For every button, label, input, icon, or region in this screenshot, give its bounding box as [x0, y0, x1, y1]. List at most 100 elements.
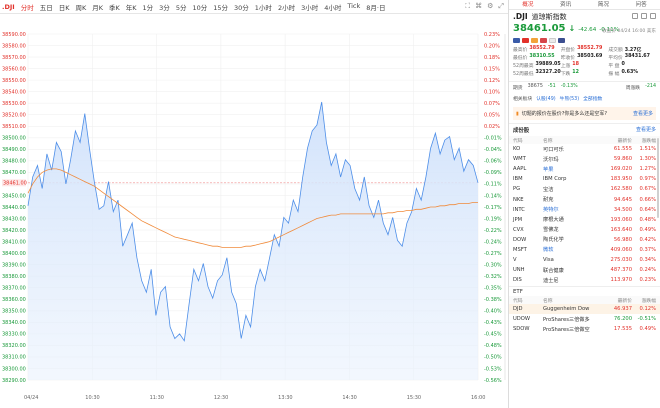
- y-tick-label: 38500.00: [2, 136, 26, 142]
- row-pct: 0.23%: [639, 277, 656, 284]
- table-row[interactable]: WMT 沃尔玛 59.860 1.30%: [509, 154, 660, 164]
- table-row[interactable]: DJD Guggenheim Dow 46.937 0.12%: [509, 304, 660, 315]
- period-8月·日[interactable]: 8月·日: [366, 3, 386, 12]
- period-分时[interactable]: 分时: [20, 3, 34, 12]
- news-more-link[interactable]: 查看更多: [632, 111, 653, 117]
- table-row[interactable]: IBM IBM Corp 183.950 0.97%: [509, 174, 660, 184]
- row-name: 沃尔玛: [543, 156, 559, 163]
- table-row[interactable]: DOW 陶氏化学 56.980 0.42%: [509, 235, 660, 245]
- row-pct: 0.34%: [639, 257, 656, 264]
- star-icon[interactable]: [650, 13, 656, 19]
- related-link[interactable]: 全部指数: [583, 97, 603, 102]
- y-tick-label: 38380.00: [2, 274, 26, 280]
- stat-label: 振 幅: [608, 72, 620, 77]
- fullscreen-icon[interactable]: ⛶: [465, 2, 471, 10]
- stat-item: 52周最高 39889.05: [513, 62, 561, 69]
- table-row[interactable]: JPM 摩根大通 193.060 0.48%: [509, 215, 660, 225]
- x-tick-label: 15:30: [407, 395, 421, 401]
- last-price: 38461.05: [513, 23, 566, 34]
- stat-label: 上涨: [560, 64, 571, 69]
- period-10分[interactable]: 10分: [192, 3, 208, 12]
- price-change-pct: -0.11%: [599, 27, 620, 33]
- y-tick-label: 38490.00: [2, 147, 26, 153]
- y-tick-label: 38290.00: [2, 378, 26, 384]
- stat-label: 成交额: [608, 48, 623, 53]
- period-5分[interactable]: 5分: [175, 3, 187, 12]
- flag-cn-icon: [531, 38, 538, 43]
- row-price: 94.645: [613, 196, 632, 203]
- constituents-table: KO 可口可乐 61.555 1.51% WMT 沃尔玛 59.860 1.30% AAPL 苹果…: [509, 144, 660, 286]
- table-row[interactable]: UDOW ProShares三倍做多 76.200 -0.51%: [509, 314, 660, 324]
- period-Tick[interactable]: Tick: [347, 1, 361, 10]
- stat-label: 52周最高: [513, 64, 534, 69]
- panel-scrollbar[interactable]: [657, 138, 659, 218]
- column-header: 名称: [543, 138, 553, 144]
- futures-pct: -0.13%: [560, 84, 578, 89]
- stat-value: 38431.67: [624, 54, 650, 59]
- related-link[interactable]: 牛熊(53): [559, 97, 580, 102]
- share-icon[interactable]: [641, 13, 647, 19]
- y-tick-label: 38480.00: [2, 159, 26, 165]
- period-1分[interactable]: 1分: [142, 3, 154, 12]
- period-4小时[interactable]: 4小时: [324, 3, 342, 12]
- period-周K[interactable]: 周K: [75, 3, 87, 12]
- period-五日[interactable]: 五日: [39, 3, 53, 12]
- tab-概况[interactable]: 概况: [522, 2, 534, 8]
- row-price: 487.370: [610, 267, 632, 274]
- expand-icon[interactable]: ⤢: [498, 2, 504, 10]
- related-link: 相关板块: [513, 97, 533, 102]
- period-月K[interactable]: 月K: [92, 3, 103, 12]
- period-1小时[interactable]: 1小时: [254, 3, 272, 12]
- row-code: PG: [513, 186, 521, 193]
- related-link[interactable]: 认股(49): [536, 97, 556, 102]
- y-tick-label: 38580.00: [2, 43, 26, 49]
- table-row[interactable]: NKE 耐克 94.645 0.66%: [509, 194, 660, 204]
- stat-value: 3.27亿: [624, 48, 642, 53]
- tab-简况[interactable]: 简况: [597, 2, 609, 8]
- period-季K[interactable]: 季K: [109, 3, 120, 12]
- table-row[interactable]: INTC 英特尔 34.500 0.64%: [509, 205, 660, 215]
- row-pct: 1.30%: [639, 156, 656, 163]
- camera-icon[interactable]: ⌘: [475, 2, 483, 10]
- period-日K[interactable]: 日K: [58, 3, 70, 12]
- settings-icon[interactable]: ⚙: [487, 2, 494, 10]
- table-row[interactable]: AAPL 苹果 169.020 1.27%: [509, 164, 660, 174]
- stat-label: 昨收价: [560, 56, 576, 61]
- x-tick-label: 16:00: [471, 395, 485, 401]
- period-3小时[interactable]: 3小时: [301, 3, 319, 12]
- stat-label: 平均价: [608, 56, 623, 61]
- row-price: 169.020: [610, 166, 632, 173]
- intraday-chart[interactable]: 38590.00 0.23% 38580.00 0.20% 38570.00 0.18% 3…: [0, 14, 508, 408]
- y-tick-pct-label: -0.40%: [484, 309, 502, 315]
- y-tick-pct-label: -0.09%: [484, 170, 502, 176]
- row-price: 162.580: [610, 186, 632, 193]
- period-30分[interactable]: 30分: [234, 3, 249, 12]
- stat-item: 52周最低 32327.20: [513, 70, 561, 77]
- period-2小时[interactable]: 2小时: [277, 3, 296, 12]
- y-tick-pct-label: 0.02%: [484, 124, 500, 130]
- bell-icon[interactable]: [632, 13, 638, 19]
- table-row[interactable]: PG 宝洁 162.580 0.67%: [509, 184, 660, 194]
- period-年K[interactable]: 年K: [125, 3, 137, 12]
- constituents-more-link[interactable]: 查看更多: [635, 127, 656, 133]
- table-row[interactable]: V Visa 275.030 0.34%: [509, 255, 660, 265]
- news-banner[interactable]: ▮ 切题的报价在股价?你是多么还是空军? 查看更多: [513, 107, 656, 120]
- table-row[interactable]: SDOW ProShares三倍做空 17.535 0.49%: [509, 324, 660, 334]
- table-row[interactable]: CVX 雪佛龙 163.640 0.49%: [509, 225, 660, 235]
- tab-资讯[interactable]: 资讯: [560, 2, 572, 8]
- chart-toolbar: .DJI 分时 五日 日K 周K 月K 季K 年K 1分 3分 5分 10分 15分 30分 1小时 2小时…: [0, 0, 508, 14]
- period-3分[interactable]: 3分: [159, 3, 170, 12]
- table-row[interactable]: UNH 联合健康 487.370 0.24%: [509, 265, 660, 275]
- row-name: IBM Corp: [543, 176, 567, 183]
- table-row[interactable]: DIS 迪士尼 113.970 0.23%: [509, 275, 660, 285]
- table-row[interactable]: KO 可口可乐 61.555 1.51%: [509, 144, 660, 154]
- period-15分[interactable]: 15分: [213, 3, 229, 12]
- constituents-header: 成份股 查看更多: [509, 123, 660, 136]
- chart-scrollbar: [504, 34, 506, 380]
- row-pct: 1.51%: [639, 146, 656, 153]
- toolbar-symbol[interactable]: .DJI: [2, 2, 15, 11]
- row-code: MSFT: [513, 246, 527, 253]
- tab-问答[interactable]: 问答: [635, 2, 647, 8]
- table-row[interactable]: MSFT 微软 409.060 0.37%: [509, 245, 660, 255]
